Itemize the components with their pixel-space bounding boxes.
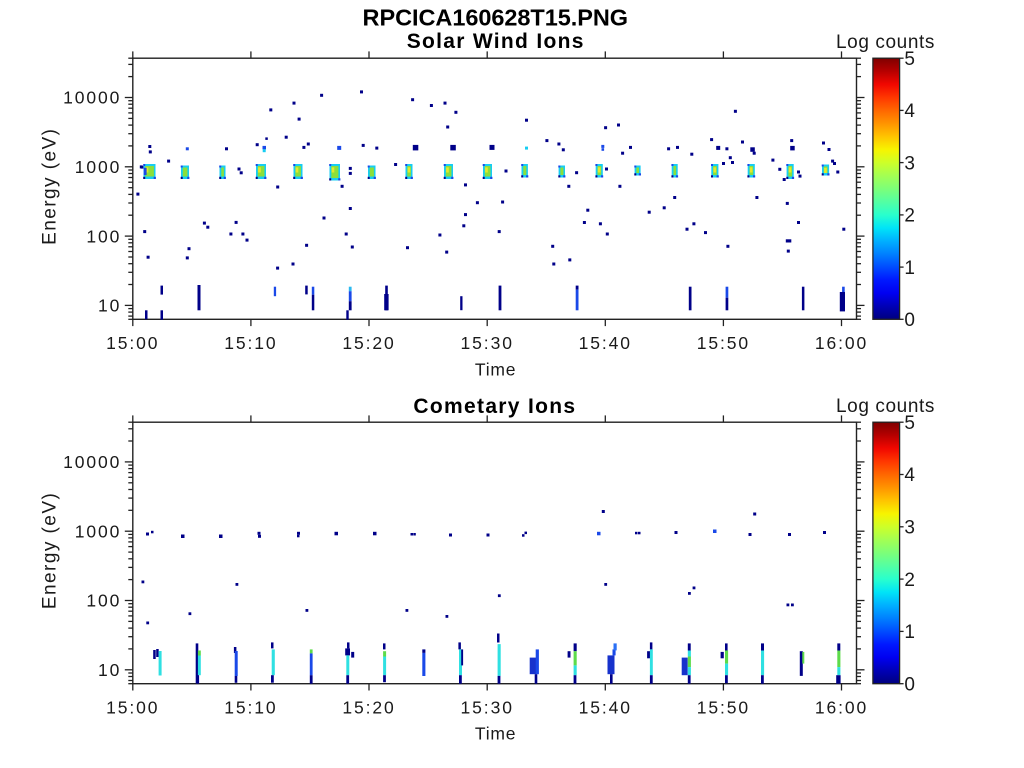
svg-text:Cometary Ions: Cometary Ions xyxy=(413,395,576,418)
svg-text:1000: 1000 xyxy=(75,157,122,177)
svg-text:15:50: 15:50 xyxy=(697,333,750,353)
svg-text:15:40: 15:40 xyxy=(579,697,632,717)
svg-text:15:30: 15:30 xyxy=(461,697,514,717)
svg-text:0: 0 xyxy=(904,310,915,331)
svg-text:0: 0 xyxy=(904,674,915,695)
svg-text:2: 2 xyxy=(904,206,915,227)
svg-text:15:50: 15:50 xyxy=(697,697,750,717)
svg-text:100: 100 xyxy=(86,591,121,611)
svg-text:16:00: 16:00 xyxy=(815,333,868,353)
svg-text:15:00: 15:00 xyxy=(106,697,159,717)
svg-text:1000: 1000 xyxy=(75,521,122,541)
svg-text:5: 5 xyxy=(904,413,915,434)
svg-text:10: 10 xyxy=(98,296,121,316)
svg-text:Log counts: Log counts xyxy=(836,396,935,417)
svg-text:Time: Time xyxy=(475,359,516,379)
svg-text:15:20: 15:20 xyxy=(342,333,395,353)
svg-text:16:00: 16:00 xyxy=(815,697,868,717)
svg-text:2: 2 xyxy=(904,570,915,591)
svg-text:15:40: 15:40 xyxy=(579,333,632,353)
svg-text:Solar Wind Ions: Solar Wind Ions xyxy=(407,30,585,53)
svg-text:RPCICA160628T15.PNG: RPCICA160628T15.PNG xyxy=(363,5,629,31)
svg-text:15:10: 15:10 xyxy=(224,333,277,353)
svg-text:4: 4 xyxy=(904,465,915,486)
svg-text:10: 10 xyxy=(98,660,121,680)
svg-text:1: 1 xyxy=(904,622,915,643)
svg-text:5: 5 xyxy=(904,49,915,70)
svg-text:1: 1 xyxy=(904,258,915,279)
svg-text:Time: Time xyxy=(475,724,516,744)
svg-text:Energy (eV): Energy (eV) xyxy=(39,128,60,245)
svg-text:3: 3 xyxy=(904,153,915,174)
svg-text:3: 3 xyxy=(904,518,915,539)
svg-text:15:00: 15:00 xyxy=(106,333,159,353)
svg-text:Energy (eV): Energy (eV) xyxy=(40,492,61,609)
svg-text:10000: 10000 xyxy=(63,88,121,108)
svg-text:10000: 10000 xyxy=(63,452,121,472)
svg-text:Log counts: Log counts xyxy=(836,32,935,53)
svg-text:15:10: 15:10 xyxy=(224,697,277,717)
svg-text:15:20: 15:20 xyxy=(342,697,395,717)
svg-text:100: 100 xyxy=(86,226,121,246)
svg-text:4: 4 xyxy=(904,101,915,122)
svg-text:15:30: 15:30 xyxy=(461,333,514,353)
